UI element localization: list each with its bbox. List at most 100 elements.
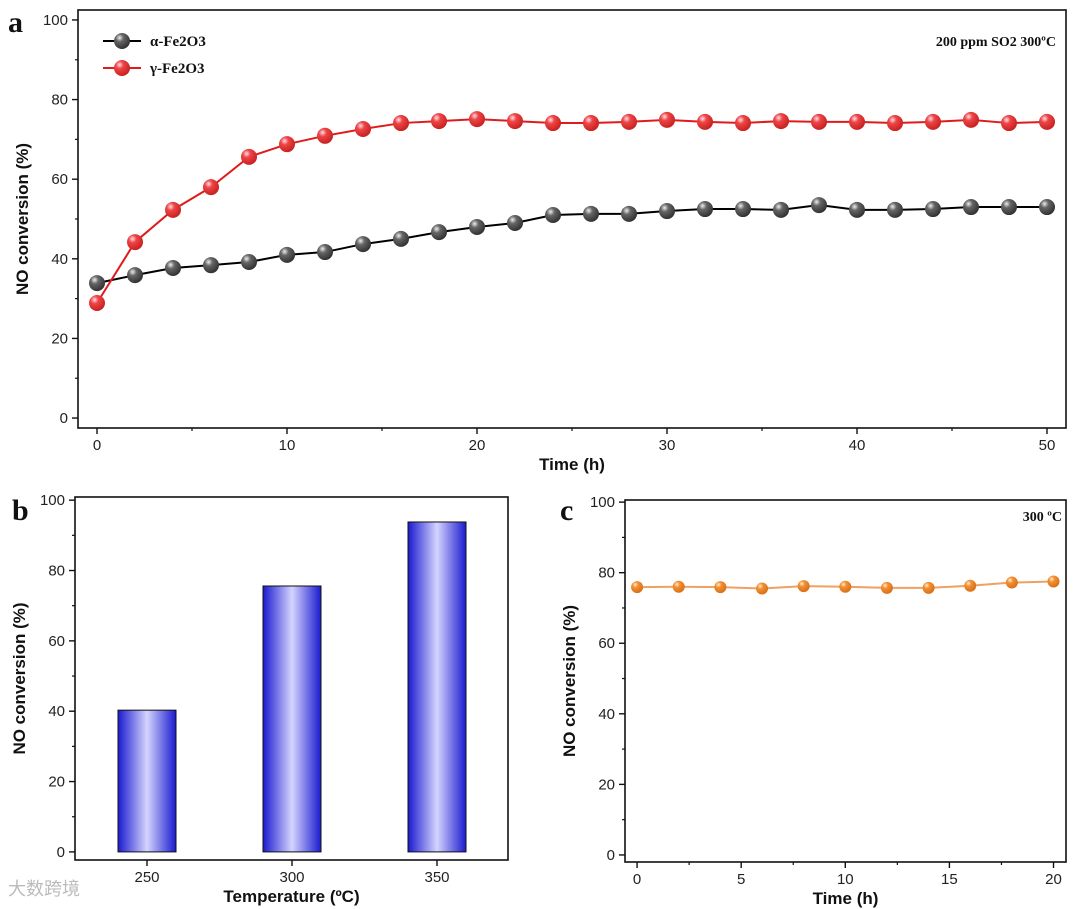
bar-300 — [262, 585, 322, 853]
y-tick-label: 40 — [51, 251, 68, 268]
x-axis-label: Time (h) — [539, 455, 605, 474]
data-point-0 — [279, 246, 295, 263]
data-point-1 — [165, 201, 181, 218]
data-point-0 — [773, 201, 789, 218]
data-point-0 — [241, 253, 257, 270]
y-tick-label: 40 — [598, 706, 615, 723]
data-point-0 — [621, 205, 637, 222]
data-point-0 — [672, 580, 685, 593]
data-point-0 — [165, 259, 181, 276]
legend-label-1: γ-Fe2O3 — [149, 61, 205, 77]
data-point-1 — [925, 113, 941, 130]
x-tick-label: 300 — [279, 869, 304, 886]
data-point-0 — [811, 197, 827, 214]
data-point-0 — [659, 203, 675, 220]
y-tick-label: 80 — [48, 563, 65, 580]
panel-label-b: b — [12, 494, 29, 527]
data-point-0 — [922, 581, 935, 594]
data-point-0 — [839, 580, 852, 593]
data-point-0 — [925, 201, 941, 218]
y-axis-label: NO conversion (%) — [560, 605, 579, 757]
x-tick-label: 10 — [279, 437, 296, 454]
data-point-1 — [773, 113, 789, 130]
data-point-0 — [317, 244, 333, 261]
data-point-1 — [583, 115, 599, 132]
x-tick-label: 20 — [469, 437, 486, 454]
y-tick-label: 100 — [43, 12, 68, 29]
data-point-0 — [849, 201, 865, 218]
data-point-0 — [355, 236, 371, 253]
data-point-0 — [89, 275, 105, 292]
legend-marker-1 — [114, 60, 130, 76]
panel-label-c: c — [560, 494, 573, 527]
data-point-1 — [545, 115, 561, 132]
data-point-0 — [963, 199, 979, 216]
data-point-1 — [203, 179, 219, 196]
data-point-1 — [127, 234, 143, 251]
x-tick-label: 10 — [837, 871, 854, 888]
data-point-0 — [735, 201, 751, 218]
annotation-text: 200 ppm SO2 300ºC — [936, 35, 1056, 50]
y-tick-label: 80 — [598, 565, 615, 582]
data-point-1 — [811, 113, 827, 130]
data-point-1 — [355, 121, 371, 138]
data-point-0 — [964, 579, 977, 592]
y-tick-label: 60 — [598, 635, 615, 652]
data-point-0 — [1047, 575, 1060, 588]
x-tick-label: 0 — [633, 871, 641, 888]
x-tick-label: 40 — [849, 437, 866, 454]
panel-c: 0 20 40 60 80 100 0 5 10 15 20 Time (h) NO conversio… — [560, 494, 1067, 908]
data-point-1 — [431, 113, 447, 130]
data-point-1 — [697, 113, 713, 130]
plot-frame — [77, 9, 1067, 429]
data-point-1 — [849, 113, 865, 130]
x-tick-label: 0 — [93, 437, 101, 454]
panel-a: 0 20 40 60 80 100 0 10 20 30 40 50 Time (h) NO conver… — [13, 9, 1067, 474]
x-axis-label: Temperature (ºC) — [223, 887, 359, 906]
x-tick-label: 30 — [659, 437, 676, 454]
data-point-0 — [1039, 199, 1055, 216]
data-point-0 — [583, 205, 599, 222]
y-tick-label: 60 — [48, 633, 65, 650]
data-point-1 — [393, 115, 409, 132]
series-line-1 — [96, 118, 1048, 304]
data-point-0 — [431, 224, 447, 241]
x-tick-label: 350 — [424, 869, 449, 886]
data-point-0 — [756, 582, 769, 595]
y-tick-label: 0 — [607, 847, 615, 864]
data-point-1 — [735, 115, 751, 132]
x-tick-label: 5 — [737, 871, 745, 888]
data-point-1 — [887, 115, 903, 132]
data-point-0 — [1005, 576, 1018, 589]
data-point-1 — [89, 294, 105, 311]
series-line-0 — [96, 204, 1047, 285]
watermark: 大数跨境 — [8, 879, 80, 900]
data-point-1 — [1001, 115, 1017, 132]
data-point-1 — [469, 111, 485, 128]
data-point-1 — [317, 127, 333, 144]
plot-frame — [624, 499, 1067, 863]
y-tick-label: 20 — [48, 774, 65, 791]
y-tick-label: 0 — [60, 410, 68, 427]
data-point-0 — [714, 581, 727, 594]
y-tick-label: 20 — [598, 776, 615, 793]
bar-250 — [117, 709, 177, 853]
data-point-1 — [1039, 113, 1055, 130]
legend-marker-0 — [114, 33, 130, 49]
data-point-0 — [1001, 199, 1017, 216]
data-point-0 — [887, 201, 903, 218]
y-tick-label: 100 — [40, 492, 65, 509]
y-tick-label: 60 — [51, 171, 68, 188]
y-tick-label: 80 — [51, 92, 68, 109]
panel-label-a: a — [8, 6, 23, 39]
legend-label-0: α-Fe2O3 — [150, 34, 206, 50]
data-point-0 — [393, 230, 409, 247]
x-tick-label: 50 — [1039, 437, 1056, 454]
bar-350 — [407, 521, 467, 853]
x-axis-label: Time (h) — [813, 889, 879, 908]
y-tick-label: 40 — [48, 703, 65, 720]
x-tick-label: 250 — [134, 869, 159, 886]
data-point-0 — [545, 207, 561, 224]
data-point-0 — [797, 580, 810, 593]
